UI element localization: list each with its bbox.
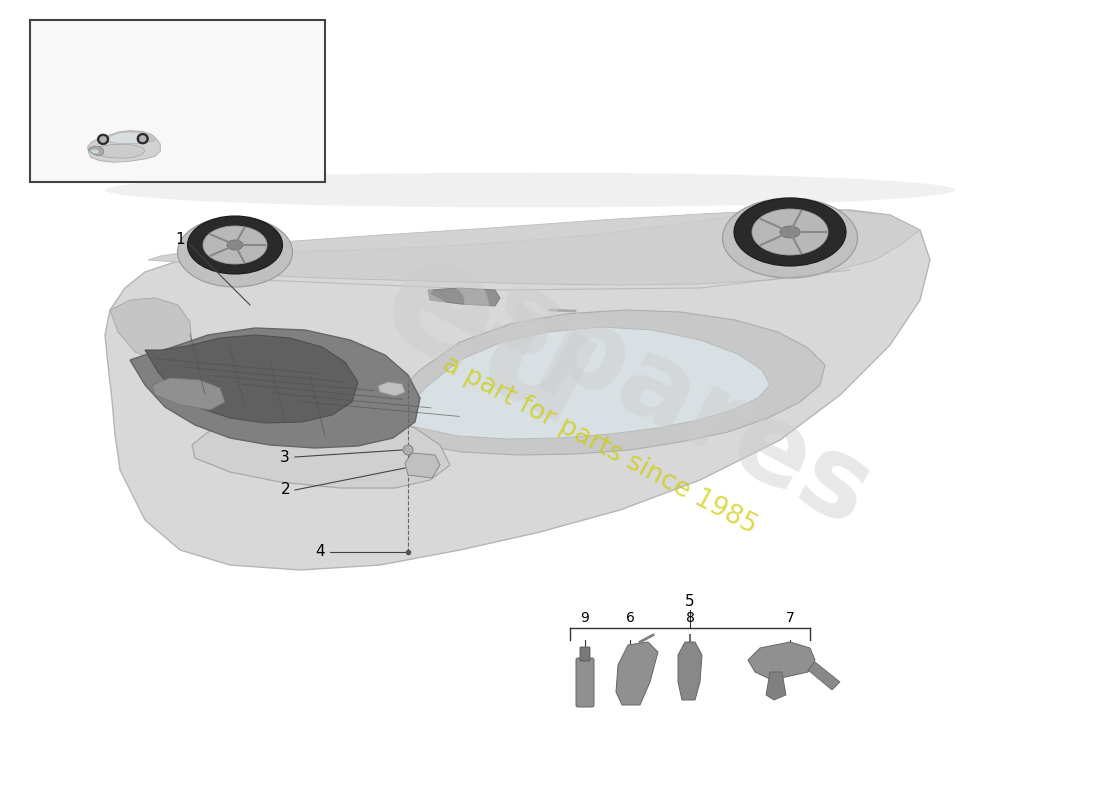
FancyBboxPatch shape	[580, 647, 590, 661]
Polygon shape	[405, 453, 440, 478]
Polygon shape	[192, 410, 450, 488]
Polygon shape	[766, 672, 786, 700]
Ellipse shape	[780, 226, 800, 238]
Text: 2: 2	[280, 482, 290, 498]
Polygon shape	[91, 144, 145, 158]
Polygon shape	[152, 378, 226, 410]
Text: 9: 9	[581, 611, 590, 625]
Text: 1: 1	[175, 233, 185, 247]
Polygon shape	[678, 642, 702, 700]
Polygon shape	[106, 132, 151, 144]
Text: 8: 8	[685, 611, 694, 625]
Text: 7: 7	[785, 611, 794, 625]
Ellipse shape	[104, 173, 955, 207]
Ellipse shape	[138, 134, 148, 144]
Ellipse shape	[177, 217, 293, 287]
Text: a part for parts since 1985: a part for parts since 1985	[439, 351, 761, 539]
Polygon shape	[110, 298, 192, 360]
Polygon shape	[428, 288, 501, 306]
Ellipse shape	[187, 216, 283, 274]
Circle shape	[403, 445, 412, 455]
Polygon shape	[130, 328, 420, 448]
Polygon shape	[88, 136, 161, 162]
Polygon shape	[104, 210, 930, 570]
Ellipse shape	[100, 136, 107, 142]
Text: spares: spares	[471, 260, 889, 550]
Polygon shape	[808, 662, 840, 690]
FancyBboxPatch shape	[30, 20, 324, 182]
Text: 5: 5	[685, 594, 695, 610]
Polygon shape	[378, 382, 405, 396]
Text: eu: eu	[355, 219, 625, 461]
Text: 4: 4	[316, 545, 324, 559]
Polygon shape	[148, 210, 920, 285]
FancyBboxPatch shape	[576, 658, 594, 707]
Polygon shape	[102, 130, 156, 143]
Ellipse shape	[98, 134, 109, 145]
Ellipse shape	[723, 198, 858, 278]
Polygon shape	[398, 327, 770, 439]
Polygon shape	[90, 149, 99, 154]
Text: 6: 6	[626, 611, 635, 625]
Polygon shape	[145, 335, 358, 423]
Ellipse shape	[204, 226, 267, 264]
Polygon shape	[616, 642, 658, 705]
Ellipse shape	[140, 135, 146, 142]
Polygon shape	[748, 642, 815, 680]
Ellipse shape	[734, 198, 846, 266]
Ellipse shape	[227, 240, 243, 250]
Polygon shape	[88, 146, 103, 156]
Polygon shape	[379, 310, 825, 455]
Ellipse shape	[752, 209, 828, 255]
Text: 3: 3	[280, 450, 290, 465]
